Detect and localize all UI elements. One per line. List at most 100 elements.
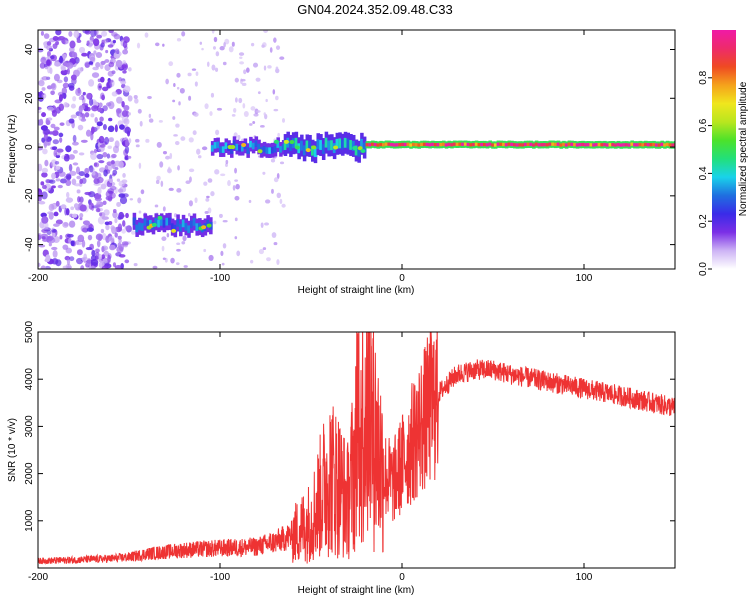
spectrogram-cell	[243, 110, 249, 117]
y-tick-label: 2000	[24, 462, 35, 485]
spectrogram-cell	[234, 236, 238, 240]
spectrogram-cell	[139, 120, 143, 127]
snr-y-ticks: 1000 2000 3000 4000 5000	[24, 320, 675, 532]
spectrogram-cell	[395, 143, 400, 147]
colorbar-tick-label: 0.0	[698, 262, 709, 276]
spectrogram-cell	[191, 68, 197, 71]
spectrogram-cell	[213, 142, 218, 149]
spectrogram-cell	[262, 247, 267, 251]
snr-x-ticks: -200 -100 0 100	[28, 332, 593, 583]
spectrogram-cell	[65, 197, 74, 203]
figure-title: GN04.2024.352.09.48.C33	[297, 2, 452, 17]
spectrogram-cell	[145, 138, 150, 143]
spectrogram-cell	[660, 142, 664, 146]
spectrogram-cell	[502, 142, 506, 147]
spectrogram-cell	[41, 236, 46, 240]
spectrogram-cell	[116, 201, 121, 207]
spectrogram-cell	[488, 142, 492, 146]
spectrogram-cell	[188, 95, 192, 101]
spectrogram-cell	[154, 204, 159, 208]
spectrogram-cell	[162, 206, 166, 212]
spectrogram-cell	[221, 146, 226, 153]
spectrogram-cell	[442, 142, 446, 146]
spectrogram-cell	[138, 222, 142, 231]
spectrogram-cell	[68, 220, 76, 228]
spectrogram-cell	[151, 222, 157, 227]
snr-y-label: SNR (10 * v/v)	[7, 418, 18, 482]
spectrogram-cell	[529, 142, 533, 147]
spectrogram-cell	[485, 143, 490, 147]
spectrogram-cell	[54, 61, 61, 67]
spectrogram-cell	[86, 227, 94, 232]
spectrogram-cell	[117, 242, 122, 249]
y-tick-label: 0	[24, 144, 35, 150]
spectrogram-cell	[368, 143, 372, 147]
spectrogram-cell	[53, 149, 58, 157]
spectrogram-cell	[50, 90, 55, 96]
spectrogram-cell	[360, 138, 364, 149]
spectrogram-cell	[210, 92, 215, 98]
spectrogram-cell	[102, 200, 107, 206]
spectrogram-cell	[157, 219, 161, 228]
spectrogram-cell	[276, 172, 280, 179]
spectrogram-cell	[477, 143, 482, 147]
spectrogram-cell	[39, 62, 46, 69]
spectrogram-cell	[127, 155, 132, 159]
spectrogram-cell	[70, 206, 75, 211]
x-tick-label: -200	[28, 273, 48, 284]
spectrogram-cell	[95, 248, 100, 253]
spectrogram-cell	[352, 146, 358, 151]
spectrogram-cell	[95, 233, 103, 241]
colorbar-tick-label: 0.8	[698, 70, 709, 84]
spectrogram-cell	[422, 142, 427, 146]
spectrogram-cell	[101, 233, 107, 241]
spectrogram-cell	[185, 180, 191, 184]
spectrogram-cell	[115, 59, 123, 68]
spectrogram-cell	[537, 143, 542, 147]
spectrogram-cell	[349, 140, 353, 150]
spectrogram-cell	[101, 216, 109, 220]
spectrogram-cell	[122, 193, 129, 198]
spectrogram-cell	[123, 105, 130, 111]
spectrogram-cell	[654, 143, 659, 147]
spectrogram-cell	[241, 138, 245, 142]
spectrogram-cell	[305, 140, 310, 151]
spectrogram-cell	[95, 207, 101, 213]
spectrogram-cell	[253, 113, 259, 117]
spectrogram-cell	[262, 171, 266, 175]
spectrogram-cell	[258, 248, 265, 255]
spectrogram-cell	[121, 110, 128, 117]
x-tick-label: -200	[28, 572, 48, 583]
spectrogram-cell	[194, 81, 198, 87]
spectrogram-cell	[260, 124, 265, 128]
spectrogram-cell	[84, 112, 90, 118]
spectrogram-cell	[162, 43, 165, 47]
spectrogram-cell	[122, 173, 126, 178]
spectrogram-cell	[81, 52, 88, 57]
spectrogram-cell	[103, 169, 108, 177]
spectrogram-cell	[586, 143, 591, 147]
spectrogram-cell	[431, 142, 435, 147]
spectrogram-cell	[282, 118, 286, 123]
x-tick-label: 100	[576, 572, 593, 583]
spectrogram-cell	[88, 98, 94, 106]
spectrogram-cell	[51, 246, 58, 251]
spectrogram-cell	[499, 142, 503, 146]
spectrogram-cell	[143, 218, 148, 226]
spectrogram-cell	[197, 155, 202, 159]
spectrogram-cell	[96, 121, 103, 127]
spectrogram-cell	[622, 143, 626, 147]
spectrogram-cell	[107, 125, 115, 133]
spectrogram-cell	[597, 142, 602, 147]
spectrogram-cell	[55, 178, 61, 182]
spectrogram-cell	[373, 142, 378, 147]
spectrogram-cell	[324, 137, 329, 148]
spectrogram-cell	[562, 142, 566, 147]
spectrogram-cell	[234, 195, 240, 201]
spectrogram-cell	[62, 53, 67, 59]
spectrogram-cell	[79, 217, 83, 221]
spectrogram-cell	[108, 137, 114, 142]
spectrogram-cell	[181, 241, 186, 245]
spectrogram-cell	[82, 91, 86, 96]
